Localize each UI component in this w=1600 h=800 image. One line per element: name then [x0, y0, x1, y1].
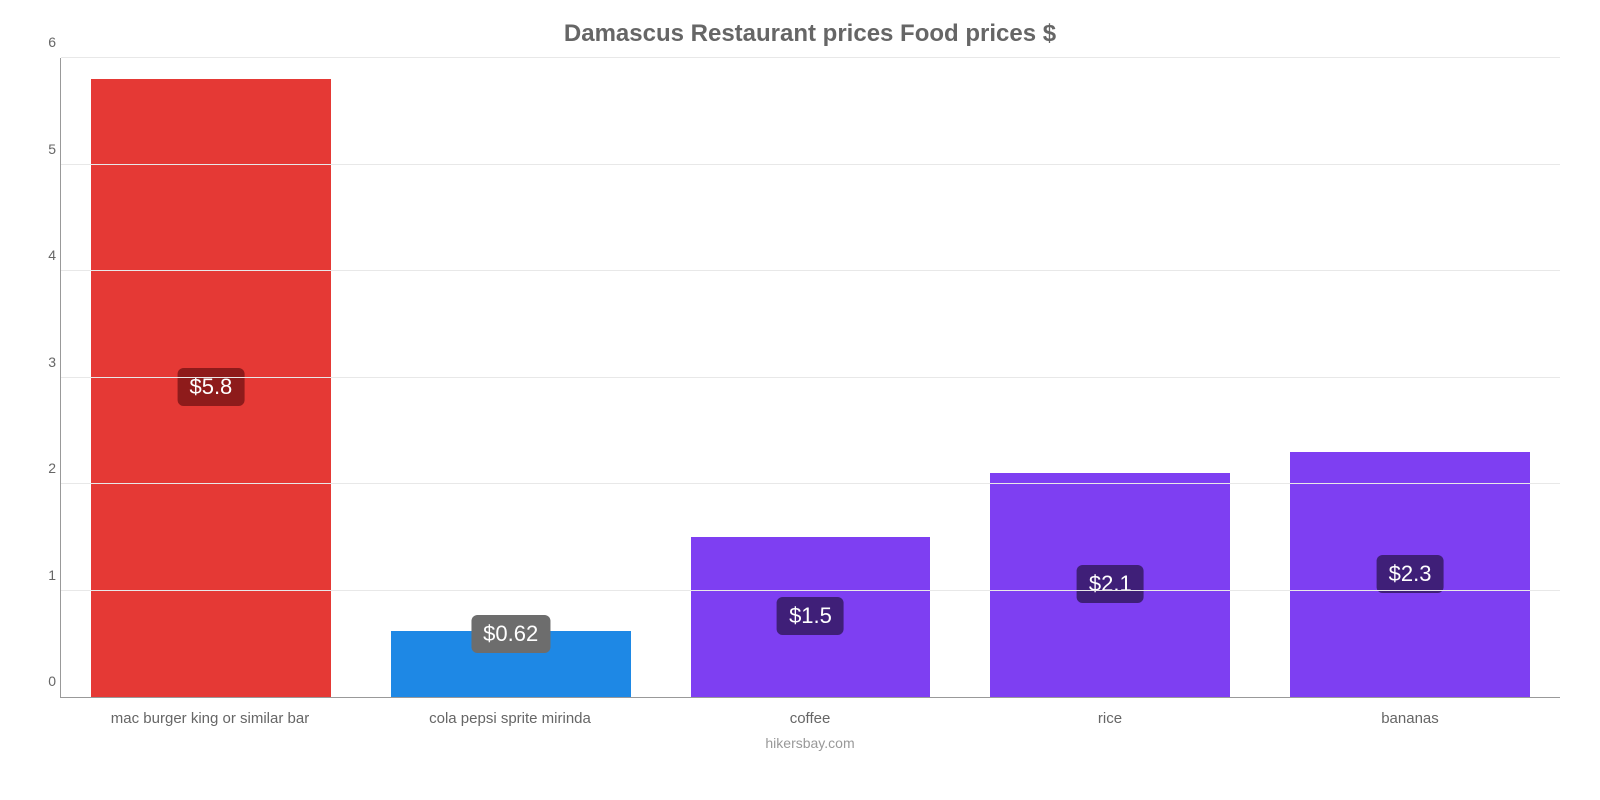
y-tick-label: 1 — [31, 567, 56, 583]
bar-slot: $5.8 — [61, 58, 361, 697]
x-axis-label: rice — [960, 710, 1260, 727]
value-badge: $0.62 — [471, 615, 550, 653]
y-tick-label: 4 — [31, 247, 56, 263]
bar-slot: $2.1 — [960, 58, 1260, 697]
value-badge: $5.8 — [177, 368, 244, 406]
x-axis-label: cola pepsi sprite mirinda — [360, 710, 660, 727]
grid-line — [61, 377, 1560, 378]
x-axis-label: mac burger king or similar bar — [60, 710, 360, 727]
bar: $1.5 — [691, 537, 931, 697]
bars-row: $5.8 $0.62 $1.5 $2.1 $2.3 — [61, 58, 1560, 697]
bar-slot: $0.62 — [361, 58, 661, 697]
bar: $0.62 — [391, 631, 631, 697]
plot-area: $5.8$0.62$1.5$2.1$2.3 0123456 — [60, 58, 1560, 698]
chart-container: Damascus Restaurant prices Food prices $… — [0, 0, 1600, 800]
y-tick-label: 0 — [31, 673, 56, 689]
bar-slot: $2.3 — [1260, 58, 1560, 697]
bar: $5.8 — [91, 79, 331, 697]
grid-line — [61, 590, 1560, 591]
x-axis-label: coffee — [660, 710, 960, 727]
y-tick-label: 2 — [31, 460, 56, 476]
y-tick-label: 3 — [31, 354, 56, 370]
bar: $2.1 — [990, 473, 1230, 697]
chart-title: Damascus Restaurant prices Food prices $ — [60, 20, 1560, 48]
bar: $2.3 — [1290, 452, 1530, 697]
attribution-text: hikersbay.com — [60, 735, 1560, 751]
x-axis-labels: mac burger king or similar barcola pepsi… — [60, 710, 1560, 727]
grid-line — [61, 164, 1560, 165]
value-badge: $1.5 — [777, 597, 844, 635]
y-tick-label: 5 — [31, 141, 56, 157]
bar-slot: $1.5 — [661, 58, 961, 697]
value-badge: $2.1 — [1077, 565, 1144, 603]
x-axis-label: bananas — [1260, 710, 1560, 727]
grid-line — [61, 483, 1560, 484]
y-tick-label: 6 — [31, 34, 56, 50]
grid-line — [61, 57, 1560, 58]
grid-line — [61, 270, 1560, 271]
value-badge: $2.3 — [1377, 555, 1444, 593]
